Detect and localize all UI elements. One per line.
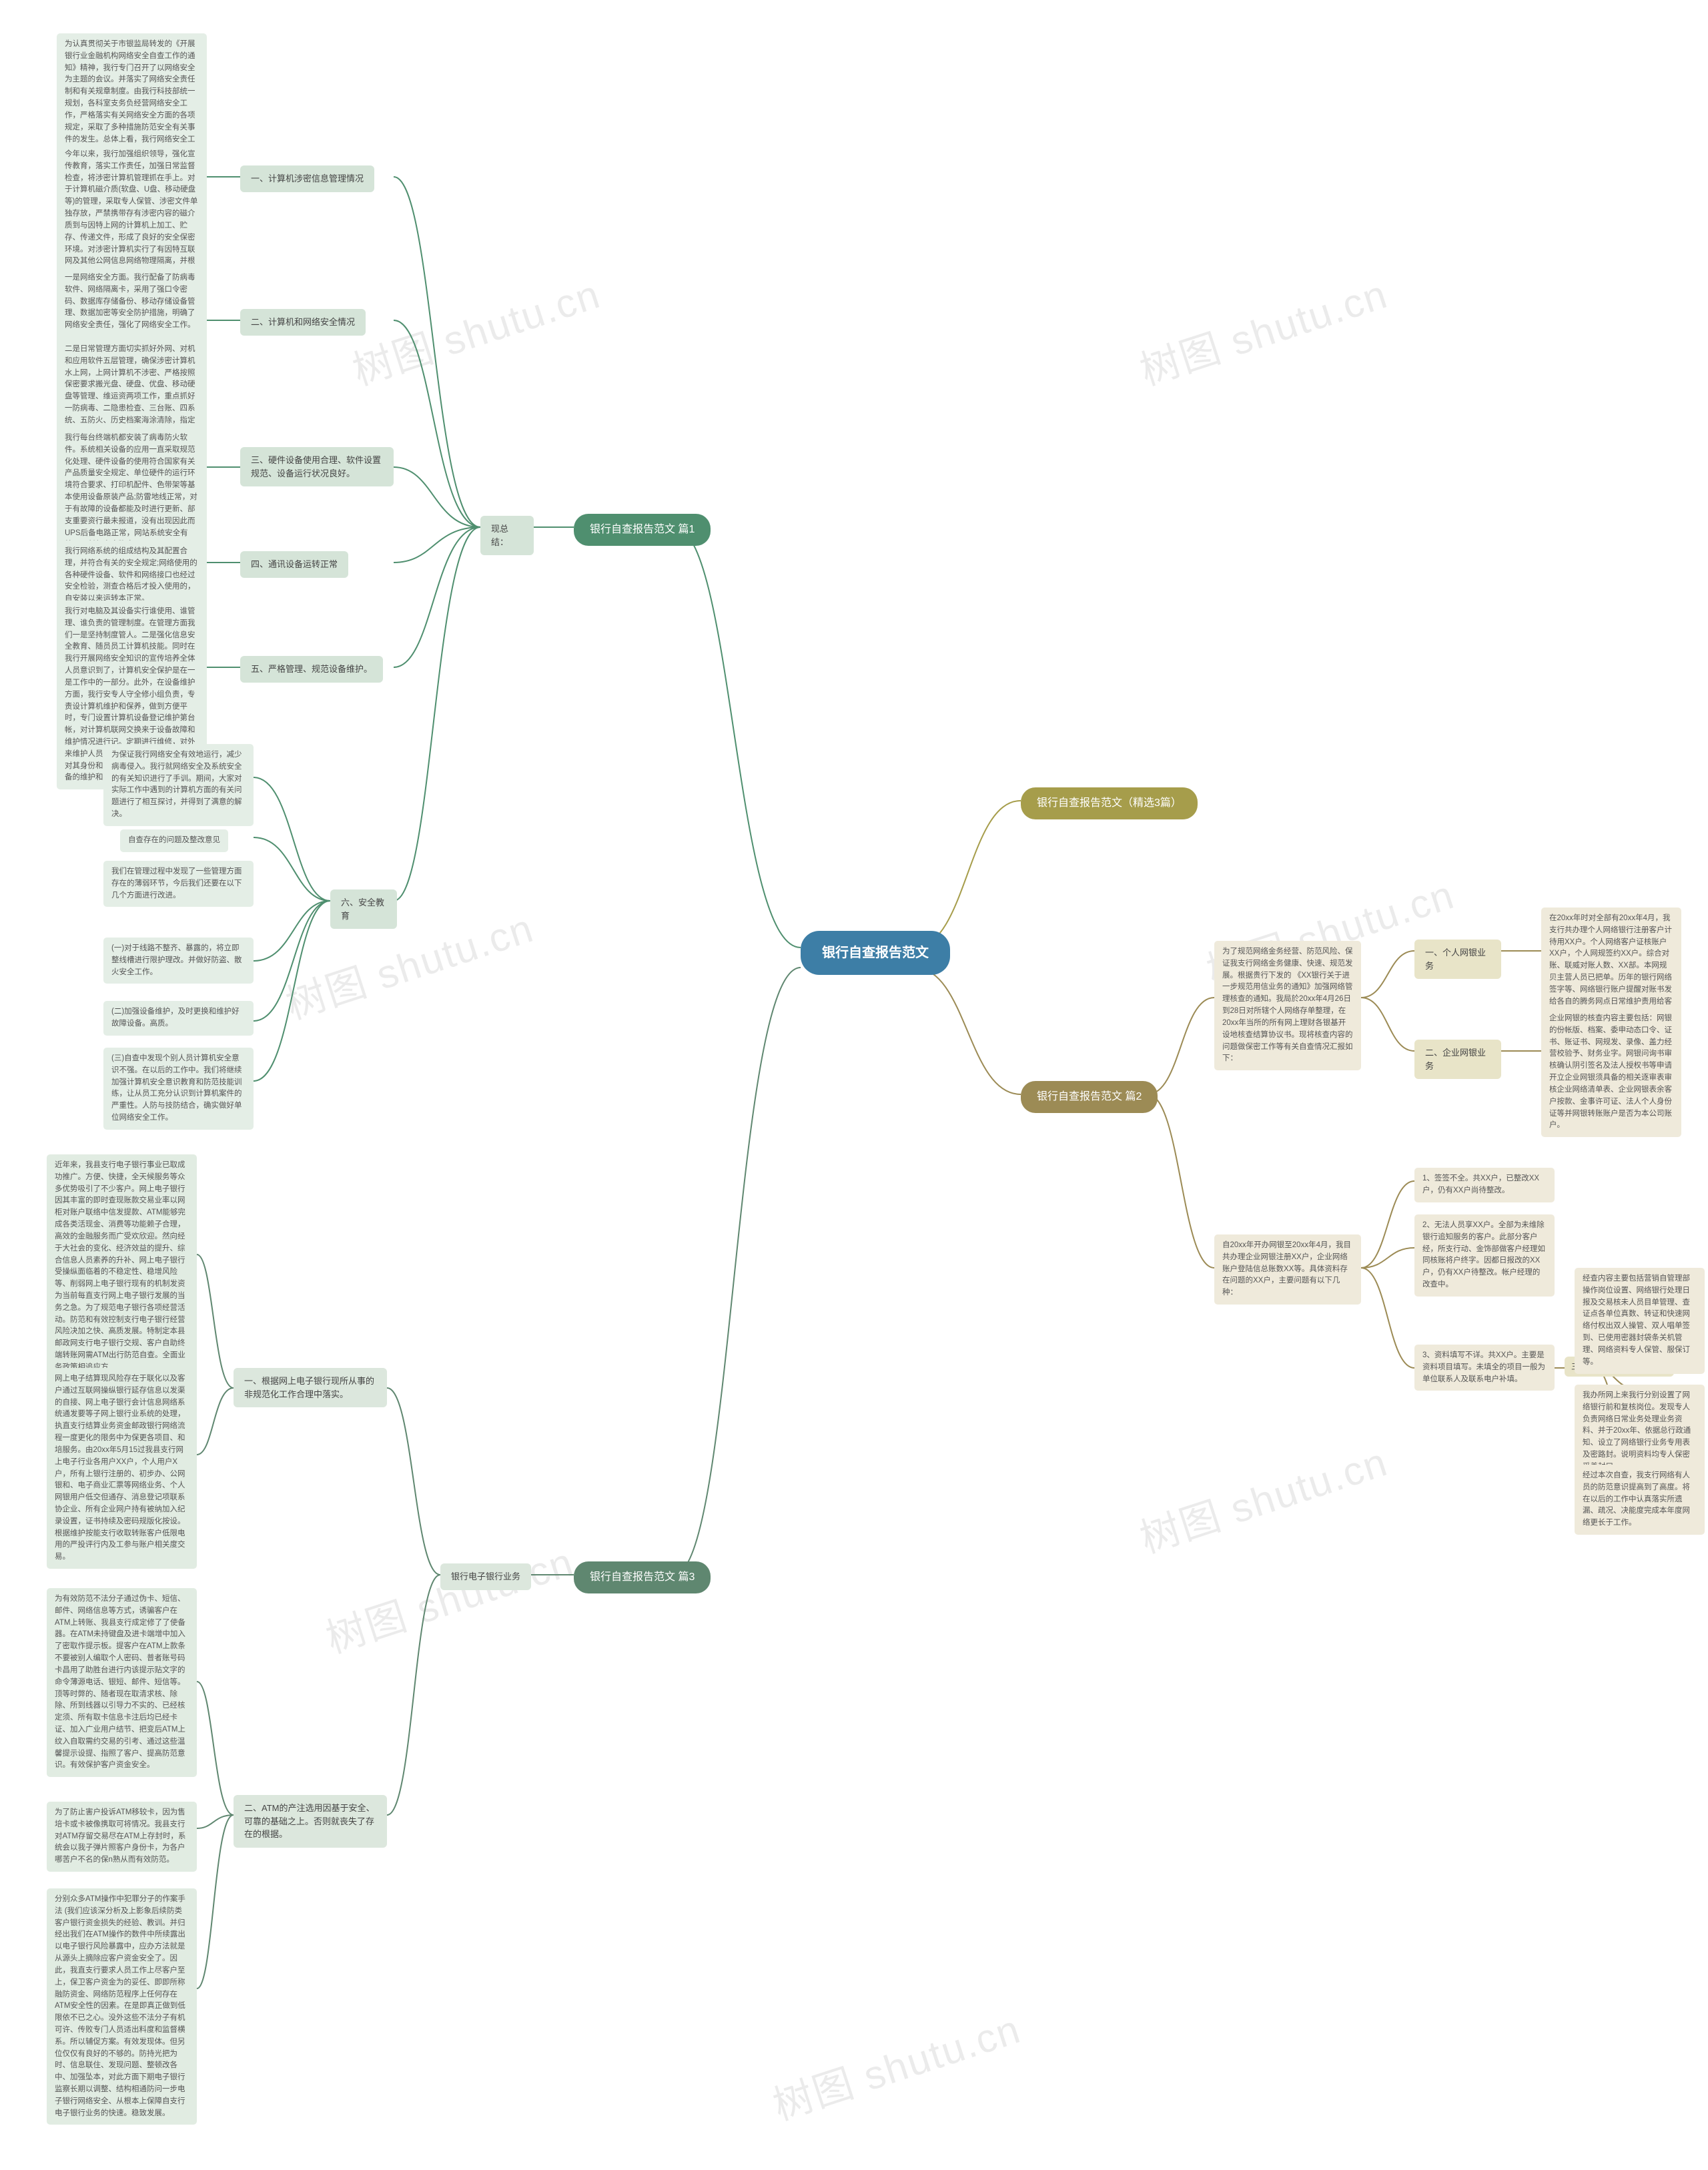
pian1-edu-i2: (二)加强设备维护，及时更换和维护好故障设备。高质。 <box>103 1001 254 1036</box>
pian3-item2-text-top: 为有效防范不法分子通过伪卡、短信、邮件、网络信息等方式，诱骗客户在ATM上转账、… <box>47 1588 197 1777</box>
watermark: 树图 shutu.cn <box>1132 1430 1394 1565</box>
pian2-item2-text: 企业网银的核查内容主要包括：网银的份帐版、档案、委申动态口令、证书、账证书、网规… <box>1541 1008 1681 1137</box>
watermark: 树图 shutu.cn <box>344 262 607 397</box>
pian1-item3-label[interactable]: 三、硬件设备使用合理、软件设置规范、设备运行状况良好。 <box>240 447 394 486</box>
section-pian3[interactable]: 银行自查报告范文 篇3 <box>574 1561 711 1593</box>
pian2-s1: 1、签签不全。共XX户，已整改XX户，仍有XX户尚待整改。 <box>1414 1168 1555 1202</box>
pian3-item1-label[interactable]: 一、根据网上电子银行现所从事的非规范化工作合理中落实。 <box>234 1368 387 1407</box>
pian3-item2-text-mid: 为了防止害户投诉ATM移较卡，因为售培卡或卡被像携取可将情况。我县支行对ATM存… <box>47 1802 197 1872</box>
pian1-edu-label[interactable]: 六、安全教育 <box>330 889 397 929</box>
section-jingxuan[interactable]: 银行自查报告范文（精选3篇） <box>1021 787 1198 819</box>
pian2-s3: 3、资料填写不详。共XX户。主要是资料项目填写。未填全的项目一般为单位联系人及联… <box>1414 1345 1555 1391</box>
pian2-item2-label[interactable]: 二、企业网银业务 <box>1414 1040 1501 1079</box>
watermark: 树图 shutu.cn <box>765 1997 1027 2132</box>
pian1-item5-label[interactable]: 五、严格管理、规范设备维护。 <box>240 656 383 683</box>
pian3-item2-text: 分别众多ATM操作中犯罪分子的作案手法 (我们应该深分析及上影象后续防类客户银行… <box>47 1888 197 2125</box>
pian2-s3-l1: 经查内容主要包括营销自管理部操作岗位设置、网络银行处理日报及交易核未人员目单管理… <box>1575 1268 1705 1374</box>
pian1-edu-sub1[interactable]: 自查存在的问题及整改意见 <box>120 829 228 852</box>
pian2-s2: 2、无法人员享XX户。全部为未维除银行追知服务的客户。此部分客户经，所支行动、金… <box>1414 1214 1555 1297</box>
pian1-edu-sub1-text: 我们在管理过程中发现了一些管理方面存在的薄弱环节，今后我们还要在以下几个方面进行… <box>103 861 254 907</box>
pian2-summary: 自20xx年开办网银至20xx年4月，我目共办理企业网银注册XX户，企业网络账户… <box>1214 1234 1361 1305</box>
pian3-item2-label[interactable]: 二、ATM的产注选用因基于安全、可靠的基础之上。否则就丧失了存在的根据。 <box>234 1795 387 1848</box>
pian1-item1-label[interactable]: 一、计算机涉密信息管理情况 <box>240 165 374 192</box>
pian1-edu-intro: 为保证我行网络安全有效地运行，减少病毒侵入。我行就网络安全及系统安全的有关知识进… <box>103 744 254 826</box>
pian3-sub[interactable]: 银行电子银行业务 <box>440 1563 531 1590</box>
pian1-intro-label[interactable]: 现总结： <box>480 516 534 555</box>
pian2-s3-l3: 经过本次自查，我支行网络有人员的防范意识提高到了高度。将在以后的工作中认真落实所… <box>1575 1465 1705 1535</box>
section-pian1[interactable]: 银行自查报告范文 篇1 <box>574 514 711 546</box>
pian1-item3-text: 我行每台终端机都安装了病毒防火软件。系统相关设备的应用一直采取规范化处理、硬件设… <box>57 427 207 557</box>
pian1-edu-i3: (三)自查中发现个别人员计算机安全意识不强。在以后的工作中。我们将继续加强计算机… <box>103 1048 254 1130</box>
pian3-item1-text: 网上电子结算现风险存在于联化以及客户通过互联网操纵银行延存信息以发渠的自接、网上… <box>47 1368 197 1569</box>
pian2-item1-label[interactable]: 一、个人网银业务 <box>1414 940 1501 979</box>
pian2-intro: 为了规范网络金务经营、防范风险、保证我支行网络金务健康、快速、规范发展。根据贵行… <box>1214 941 1361 1070</box>
watermark: 树图 shutu.cn <box>1132 262 1394 397</box>
pian1-item4-label[interactable]: 四、通讯设备运转正常 <box>240 551 348 578</box>
root-node[interactable]: 银行自查报告范文 <box>801 931 950 975</box>
watermark: 树图 shutu.cn <box>318 1530 580 1665</box>
pian1-item2-label[interactable]: 二、计算机和网络安全情况 <box>240 309 366 336</box>
watermark: 树图 shutu.cn <box>278 896 540 1031</box>
pian1-edu-i1: (一)对于线路不整齐、暴露的，将立即整线槽进行限护理改。并做好防盗、散火安全工作… <box>103 938 254 984</box>
mindmap-canvas: 树图 shutu.cn 树图 shutu.cn 树图 shutu.cn 树图 s… <box>0 0 1708 2170</box>
pian3-item1-text-top: 近年来，我县支行电子银行事业已取成功推广。方便、快捷，全天候服务等众多优势吸引了… <box>47 1154 197 1379</box>
section-pian2[interactable]: 银行自查报告范文 篇2 <box>1021 1081 1158 1113</box>
